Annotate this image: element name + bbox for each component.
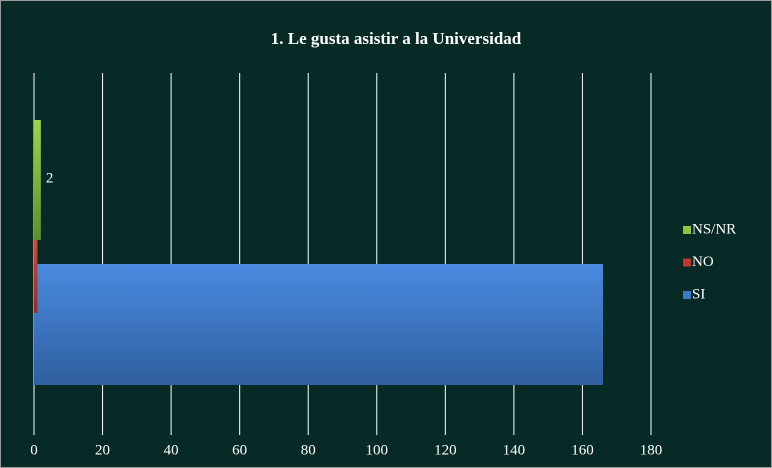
legend-swatch bbox=[683, 226, 691, 234]
x-tick-label: 60 bbox=[232, 442, 247, 458]
x-tick-label: 0 bbox=[30, 442, 38, 458]
x-tick-label: 20 bbox=[95, 442, 110, 458]
legend-label: SI bbox=[692, 286, 705, 302]
x-tick-label: 40 bbox=[164, 442, 179, 458]
legend-label: NS/NR bbox=[692, 221, 736, 237]
bar bbox=[34, 240, 38, 313]
x-tick-label: 180 bbox=[640, 442, 663, 458]
legend-label: NO bbox=[692, 254, 714, 270]
x-tick-label: 80 bbox=[301, 442, 316, 458]
data-label: 2 bbox=[46, 170, 54, 186]
legend-swatch bbox=[683, 291, 691, 299]
chart-title: 1. Le gusta asistir a la Universidad bbox=[271, 29, 522, 48]
x-tick-label: 140 bbox=[503, 442, 526, 458]
bar bbox=[34, 120, 41, 240]
x-tick-label: 160 bbox=[571, 442, 594, 458]
bar bbox=[34, 264, 604, 385]
x-tick-label: 100 bbox=[366, 442, 389, 458]
legend-swatch bbox=[683, 258, 691, 267]
x-tick-label: 120 bbox=[434, 442, 457, 458]
